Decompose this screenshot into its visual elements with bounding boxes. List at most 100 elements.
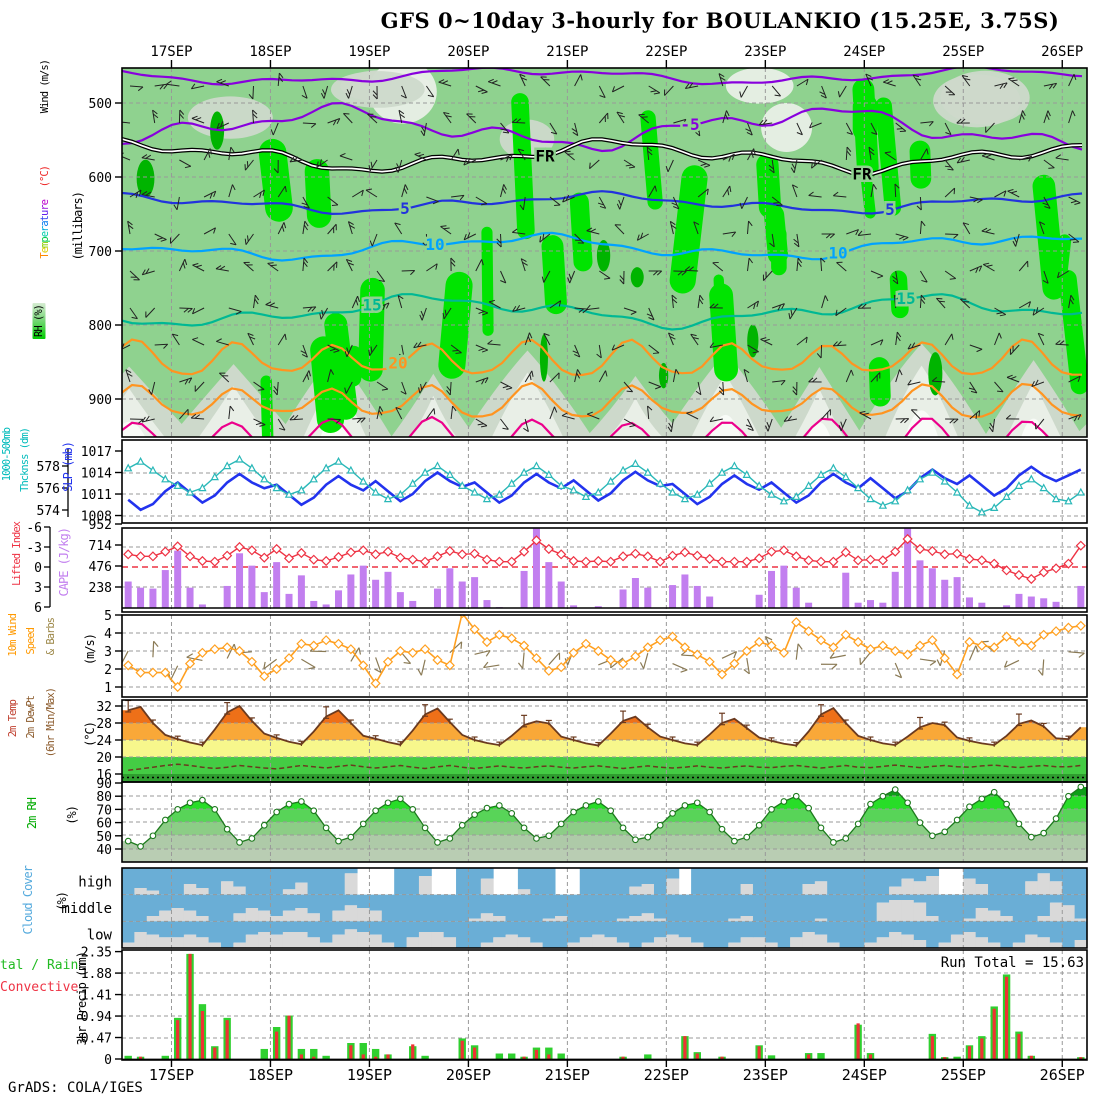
wind10m-axis-units: (m/s) — [83, 634, 97, 666]
svg-text:476: 476 — [89, 560, 112, 575]
cape-axis-label: CAPE (J/kg) — [57, 528, 71, 597]
svg-text:18SEP: 18SEP — [248, 1066, 293, 1084]
svg-text:28: 28 — [96, 717, 112, 732]
svg-text:15: 15 — [896, 289, 915, 308]
svg-text:19SEP: 19SEP — [347, 1066, 392, 1084]
svg-text:500: 500 — [89, 97, 112, 112]
svg-text:17SEP: 17SEP — [149, 1066, 194, 1084]
svg-text:10: 10 — [828, 244, 847, 263]
svg-text:952: 952 — [89, 518, 112, 533]
svg-text:70: 70 — [96, 803, 112, 818]
cloud-cover-axis-units: (%) — [55, 892, 69, 911]
pressure-axis-label: (millibars) — [71, 192, 85, 261]
rh2m-axis-units: (%) — [65, 806, 79, 825]
wind10m-axis-label-1: 10m Wind — [7, 614, 19, 657]
svg-text:900: 900 — [89, 393, 112, 408]
temperature-letter: e — [39, 247, 51, 254]
minmax-axis-label: (6hr Min/Max) — [45, 688, 57, 758]
upper-wind-axis-label: Wind (m/s) — [39, 60, 51, 114]
wind10m-axis-label-2: Speed — [25, 628, 37, 655]
convective-legend-label: Convective — [0, 980, 79, 995]
svg-text:3: 3 — [34, 581, 42, 596]
lifted-index-axis-label: Lifted Index — [11, 522, 23, 586]
svg-text:20SEP: 20SEP — [446, 1066, 491, 1084]
svg-text:40: 40 — [96, 843, 112, 858]
svg-text:FR: FR — [852, 165, 872, 184]
svg-text:middle: middle — [61, 901, 112, 917]
svg-text:22SEP: 22SEP — [644, 1066, 689, 1084]
svg-text:5: 5 — [885, 200, 895, 219]
svg-text:-3: -3 — [26, 541, 42, 556]
svg-text:18SEP: 18SEP — [249, 44, 291, 60]
svg-text:2.35: 2.35 — [81, 946, 112, 961]
temperature-letter: p — [39, 237, 51, 243]
svg-text:576: 576 — [37, 482, 60, 497]
rain-legend-label: tal / Rain — [0, 958, 79, 973]
temperature-letter: t — [39, 215, 51, 222]
svg-text:1.41: 1.41 — [81, 989, 112, 1004]
svg-text:80: 80 — [96, 790, 112, 805]
svg-text:714: 714 — [89, 539, 113, 554]
svg-text:1014: 1014 — [81, 467, 112, 482]
thickness-axis-label-1: 1000-500mb — [1, 428, 13, 482]
upper-degc-axis-label: (°C) — [39, 166, 51, 188]
svg-text:20SEP: 20SEP — [447, 44, 489, 60]
svg-text:1011: 1011 — [81, 488, 112, 503]
svg-text:24SEP: 24SEP — [843, 44, 885, 60]
svg-text:-5: -5 — [680, 115, 699, 134]
svg-text:578: 578 — [37, 460, 60, 475]
svg-text:0: 0 — [34, 561, 42, 576]
rh2m-axis-label: 2m RH — [25, 798, 39, 830]
svg-text:26SEP: 26SEP — [1041, 44, 1083, 60]
svg-text:32: 32 — [96, 700, 112, 715]
svg-text:4: 4 — [104, 627, 112, 642]
slp-axis-label: SLP (mb) — [61, 442, 75, 492]
svg-text:50: 50 — [96, 830, 112, 845]
svg-text:6: 6 — [34, 601, 42, 616]
svg-text:17SEP: 17SEP — [150, 44, 192, 60]
svg-text:FR: FR — [535, 147, 555, 166]
svg-text:20: 20 — [96, 751, 112, 766]
svg-text:16: 16 — [96, 768, 112, 783]
svg-text:5: 5 — [104, 609, 112, 624]
svg-text:low: low — [87, 928, 113, 944]
svg-text:-6: -6 — [26, 521, 42, 536]
svg-text:21SEP: 21SEP — [545, 1066, 590, 1084]
cloud-cover-axis-label: Cloud Cover — [21, 866, 35, 935]
svg-text:800: 800 — [89, 319, 112, 334]
temperature-letter: r — [39, 205, 51, 211]
svg-text:24: 24 — [96, 734, 112, 749]
temperature-letter: e — [39, 200, 51, 206]
temperature-letter: u — [39, 210, 51, 216]
svg-text:5: 5 — [400, 199, 410, 218]
precip-axis-label: 3hr Precip (mm) — [75, 952, 89, 1046]
svg-text:1.88: 1.88 — [81, 967, 112, 982]
svg-text:238: 238 — [89, 581, 112, 596]
svg-text:1: 1 — [104, 681, 112, 696]
page-title: GFS 0~10day 3-hourly for BOULANKIO (15.2… — [380, 8, 1060, 33]
svg-text:25SEP: 25SEP — [941, 1066, 986, 1084]
svg-text:25SEP: 25SEP — [942, 44, 984, 60]
svg-text:high: high — [78, 874, 112, 890]
svg-text:15: 15 — [362, 296, 381, 315]
grads-credit: GrADS: COLA/IGES — [8, 1080, 143, 1096]
temperature-letter: m — [39, 242, 51, 248]
svg-text:1017: 1017 — [81, 445, 112, 460]
temperature-letter: e — [39, 231, 51, 238]
svg-text:700: 700 — [89, 245, 112, 260]
svg-text:0.47: 0.47 — [81, 1032, 112, 1047]
svg-text:574: 574 — [37, 504, 61, 519]
temperature-letter: r — [39, 226, 51, 232]
temp2m-axis-units: (°C) — [83, 722, 97, 747]
svg-text:24SEP: 24SEP — [842, 1066, 887, 1084]
upper-temperature-axis-label: Temperature — [39, 200, 51, 259]
svg-text:22SEP: 22SEP — [645, 44, 687, 60]
svg-text:19SEP: 19SEP — [348, 44, 390, 60]
upper-rh-axis-label: RH (%) — [33, 303, 46, 339]
svg-text:0.94: 0.94 — [81, 1010, 112, 1025]
svg-text:1008: 1008 — [81, 510, 112, 525]
svg-text:90: 90 — [96, 777, 112, 792]
wind10m-axis-label-3: & Barbs — [45, 618, 57, 656]
run-total-label: Run Total = 15.63 — [940, 955, 1084, 971]
